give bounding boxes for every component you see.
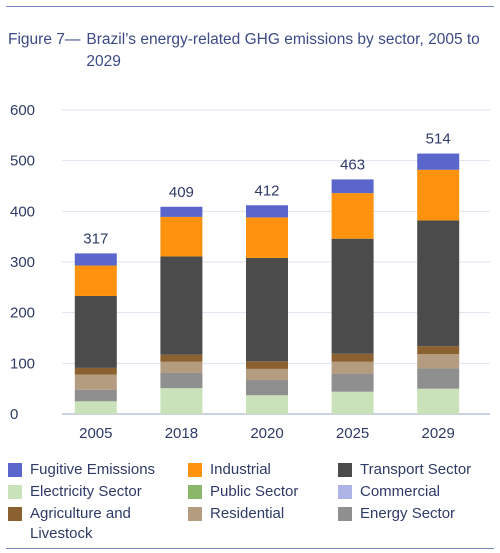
figure-title: Brazil’s energy-related GHG emissions by… [86, 31, 480, 70]
y-tick-label: 0 [10, 406, 18, 423]
bar-segment [74, 367, 117, 375]
x-tick-label: 2018 [165, 425, 198, 442]
x-tick-label: 2020 [250, 425, 283, 442]
bar-segment [246, 205, 288, 218]
y-tick-label: 600 [10, 102, 35, 119]
total-label: 463 [340, 156, 365, 173]
bar-segment [331, 179, 374, 194]
bar-segment [74, 401, 117, 414]
figure-label: Figure 7— [8, 31, 81, 48]
bar-segment [331, 391, 374, 414]
bar-segment [160, 354, 203, 362]
bar-segment [160, 361, 203, 373]
bar-segment [417, 388, 460, 414]
total-label: 409 [169, 184, 194, 201]
bar-segment [74, 253, 117, 266]
bar-segment [331, 361, 374, 374]
bar-segment [331, 238, 374, 354]
bar-segment [74, 295, 117, 368]
x-tick-label: 2029 [422, 425, 455, 442]
x-tick-label: 2005 [79, 425, 112, 442]
bar-segment [417, 153, 460, 170]
bar-segment [160, 388, 203, 414]
bar-segment [74, 265, 117, 296]
chart-title: Figure 7— Brazil’s energy-related GHG em… [8, 29, 486, 73]
bottom-rule [6, 548, 494, 549]
bar-segment [246, 361, 288, 369]
x-tick-label: 2025 [336, 425, 369, 442]
bar-segment [331, 353, 374, 362]
bar-segment [417, 368, 460, 389]
y-tick-label: 500 [10, 153, 35, 170]
bar-segment [74, 374, 117, 390]
bar-segment [331, 373, 374, 392]
y-tick-label: 300 [10, 254, 35, 271]
bar-segment [417, 346, 460, 355]
total-label: 514 [426, 131, 451, 148]
bar-segment [160, 206, 203, 217]
bar-segment [417, 220, 460, 347]
y-tick-label: 400 [10, 203, 35, 220]
bar-segment [417, 354, 460, 369]
bar-segment [160, 372, 203, 389]
total-label: 412 [254, 182, 279, 199]
bar-segment [246, 380, 288, 396]
bar-segment [246, 217, 288, 258]
bar-segment [331, 193, 374, 239]
top-rule [6, 6, 494, 7]
bar-segment [160, 256, 203, 355]
bar-segment [160, 216, 203, 257]
y-tick-label: 100 [10, 355, 35, 372]
bar-segment [246, 368, 288, 381]
bar-segment [246, 257, 288, 362]
y-tick-label: 200 [10, 305, 35, 322]
bar-segment [246, 395, 288, 414]
bar-segment [74, 389, 117, 402]
total-label: 317 [83, 230, 108, 247]
bar-segment [417, 169, 460, 221]
